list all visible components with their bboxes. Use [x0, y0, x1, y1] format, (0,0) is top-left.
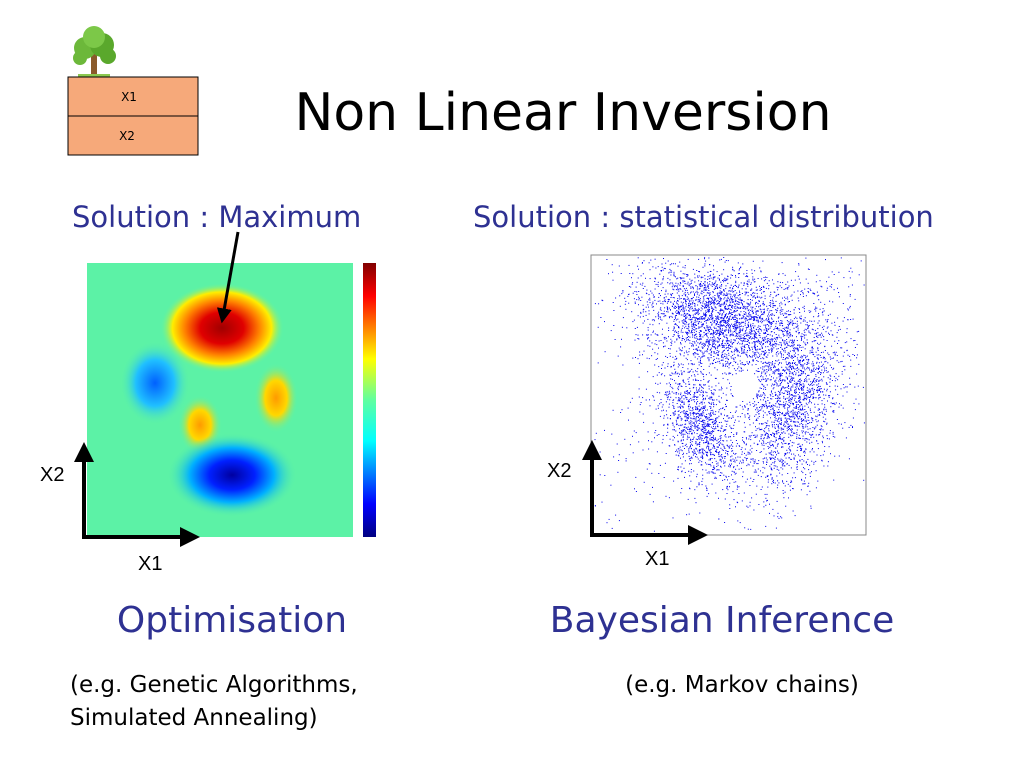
scatter-frame [590, 254, 867, 536]
y-axis-label: X2 [547, 460, 571, 482]
layer-box [67, 76, 199, 117]
example-text: (e.g. Markov chains) [625, 672, 859, 698]
scatter-cloud [594, 257, 865, 532]
layer-label: X1 [121, 90, 137, 104]
colorbar [363, 263, 376, 537]
heatmap [87, 263, 353, 537]
right-heading: Solution : statistical distribution [473, 200, 934, 234]
left-heading: Solution : Maximum [72, 200, 361, 234]
slide-title: Non Linear Inversion [294, 83, 831, 143]
x-axis-label: X1 [645, 548, 669, 570]
example-text: (e.g. Genetic Algorithms, [70, 672, 358, 698]
y-axis-label: X2 [40, 464, 64, 486]
method-label: Bayesian Inference [550, 600, 894, 641]
layer-box [67, 115, 199, 156]
example-text: Simulated Annealing) [70, 705, 318, 731]
tree-icon [73, 26, 116, 78]
method-label: Optimisation [117, 600, 347, 641]
arrow [216, 231, 240, 324]
x-axis-label: X1 [138, 553, 162, 575]
layer-label: X2 [119, 129, 135, 143]
